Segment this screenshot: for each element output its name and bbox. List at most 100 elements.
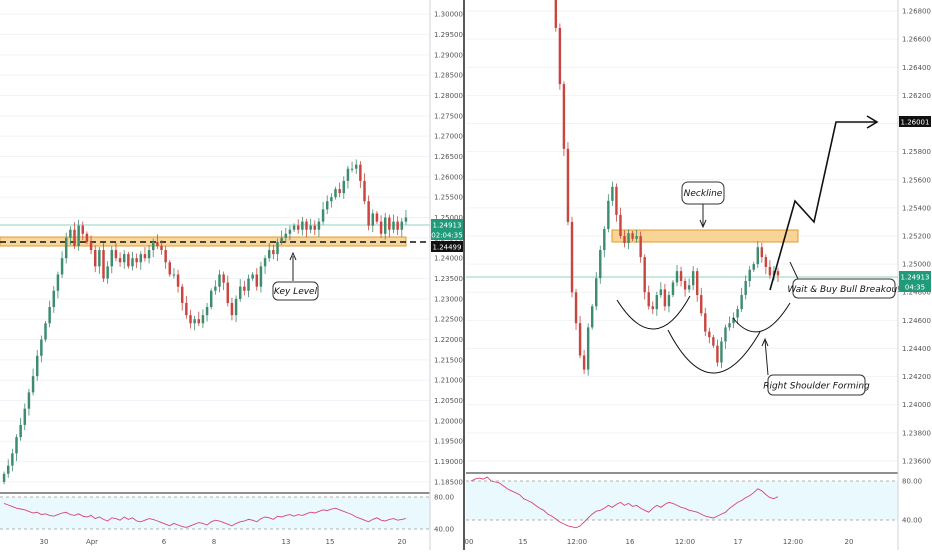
candle-body xyxy=(168,262,172,275)
candle-body xyxy=(590,306,594,328)
x-tick-label: 15 xyxy=(519,538,528,546)
rsi-tick-label: 80.00 xyxy=(902,478,922,486)
y-tick-label: 1.27000 xyxy=(434,133,463,141)
candle-body xyxy=(102,250,105,279)
candle-body xyxy=(23,408,27,425)
candle-body xyxy=(214,286,217,291)
breakout-callout[interactable] xyxy=(792,278,896,299)
key-level-callout[interactable] xyxy=(272,281,319,301)
left-chart-panel: Key Level 1.30000 1.29500 1.29000 1.28500 1.… xyxy=(0,0,463,550)
x-tick-label: 00 xyxy=(465,538,474,546)
candle-body xyxy=(251,274,254,279)
candle-body xyxy=(11,453,14,466)
projection-arrowhead xyxy=(866,115,879,129)
candle-body xyxy=(655,295,659,310)
candle-body xyxy=(280,237,283,242)
rsi-tick-label: 40.00 xyxy=(902,517,922,525)
x-tick-label: 12:00 xyxy=(675,538,695,546)
candle-body xyxy=(651,306,654,310)
candle-body xyxy=(98,250,101,267)
x-tick-label: 8 xyxy=(212,538,216,546)
y-tick-label: 1.26000 xyxy=(434,173,463,181)
candle-body xyxy=(143,254,147,259)
candle-body xyxy=(48,307,51,324)
candle-body xyxy=(180,286,184,303)
y-tick-label: 1.20500 xyxy=(434,397,463,405)
candle-body xyxy=(122,254,126,263)
candle-body xyxy=(73,229,76,246)
candle-body xyxy=(247,278,250,291)
candle-body xyxy=(578,323,582,356)
candle-body xyxy=(679,271,683,281)
y-tick-label: 1.25500 xyxy=(434,194,463,202)
head-arc xyxy=(667,329,761,374)
y-tick-label: 1.24400 xyxy=(902,345,931,353)
y-tick-label: 1.29000 xyxy=(434,51,463,59)
candle-body xyxy=(776,271,780,276)
candle-body xyxy=(404,217,408,222)
candle-body xyxy=(574,292,578,324)
shoulder-pointer xyxy=(764,339,769,376)
candle-body xyxy=(135,258,138,263)
y-tick-label: 1.26600 xyxy=(902,36,931,44)
candle-body xyxy=(292,225,296,230)
candle-body xyxy=(60,258,64,275)
x-tick-label: 6 xyxy=(162,538,167,546)
candle-body xyxy=(52,290,56,308)
candle-body xyxy=(35,355,39,377)
right-candles xyxy=(554,0,780,376)
candle-body xyxy=(631,233,634,239)
candle-body xyxy=(736,309,739,318)
breakout-pointer xyxy=(789,261,799,280)
candle-body xyxy=(40,339,43,356)
y-tick-label: 1.18500 xyxy=(434,478,463,486)
right-chart-panel: Neckline Wait & Buy Bull Breakout Right … xyxy=(465,0,931,550)
candle-body xyxy=(321,209,325,222)
candle-body xyxy=(147,250,151,259)
y-tick-label: 1.26400 xyxy=(902,64,931,72)
y-tick-label: 1.26800 xyxy=(902,8,931,16)
x-tick-label: 12:00 xyxy=(783,538,803,546)
key-level-arrowhead xyxy=(289,251,297,261)
candle-body xyxy=(367,201,370,226)
right-timer-badge-text: 04:35 xyxy=(905,284,925,292)
y-tick-label: 1.23500 xyxy=(434,275,463,283)
x-tick-label: 12:00 xyxy=(567,538,587,546)
left-price-badge-text: 1.24913 xyxy=(433,222,462,230)
y-tick-label: 1.25000 xyxy=(434,214,463,222)
candle-body xyxy=(619,214,622,236)
candle-body xyxy=(639,236,642,258)
candle-body xyxy=(599,250,602,279)
x-tick-label: Apr xyxy=(86,538,98,546)
y-tick-label: 1.23000 xyxy=(434,295,463,303)
candle-body xyxy=(193,319,196,324)
shoulder-callout[interactable] xyxy=(767,374,866,396)
candle-body xyxy=(19,424,22,438)
y-tick-label: 1.24800 xyxy=(902,289,931,297)
candle-body xyxy=(259,266,263,287)
candle-body xyxy=(172,274,176,276)
candle-body xyxy=(234,298,238,316)
candle-body xyxy=(392,221,395,230)
candle-body xyxy=(764,257,768,267)
x-tick-label: 17 xyxy=(734,538,743,546)
x-tick-label: 13 xyxy=(282,538,291,546)
candle-body xyxy=(334,189,337,198)
candle-body xyxy=(276,241,279,255)
candle-body xyxy=(744,280,747,296)
candle-body xyxy=(695,271,699,296)
candle-body xyxy=(687,285,691,290)
y-tick-label: 1.23600 xyxy=(902,457,931,465)
shoulder-label: Right Shoulder Forming xyxy=(763,382,870,392)
candle-body xyxy=(185,302,188,316)
candle-body xyxy=(301,221,304,230)
y-tick-label: 1.29500 xyxy=(434,31,463,39)
y-tick-label: 1.22000 xyxy=(434,336,463,344)
candle-body xyxy=(359,164,362,181)
candle-body xyxy=(139,254,143,263)
y-tick-label: 1.19000 xyxy=(434,458,463,466)
candle-body xyxy=(288,229,292,234)
candle-body xyxy=(756,247,759,265)
candle-body xyxy=(400,221,404,230)
